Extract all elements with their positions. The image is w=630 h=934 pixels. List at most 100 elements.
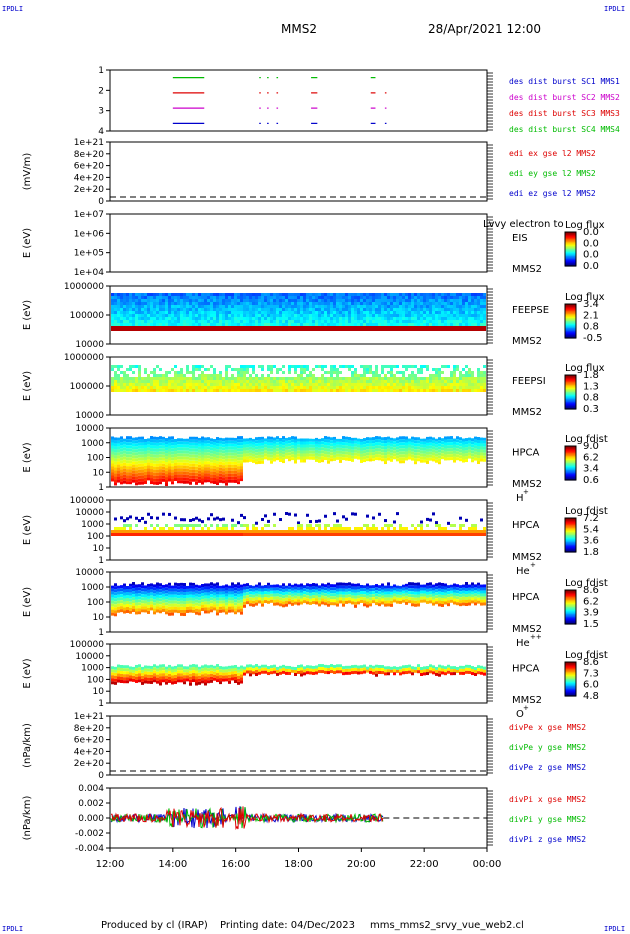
hpca-h-cell: [189, 442, 192, 446]
feepse-cell: [441, 305, 444, 308]
feepse-cell: [471, 320, 474, 323]
feepse-cell: [231, 311, 234, 314]
hpca-h-cell: [120, 436, 123, 440]
feepse-cell: [372, 305, 375, 308]
feepsi-cell: [450, 389, 453, 392]
feepsi-cell: [354, 377, 357, 380]
feepsi-cell: [483, 389, 486, 392]
feepse-cell: [207, 326, 210, 331]
feepse-cell: [411, 305, 414, 308]
feepse-cell: [117, 299, 120, 302]
hpca-h-cell: [372, 443, 375, 447]
feepsi-cell: [309, 374, 312, 377]
feepsi-cell: [153, 377, 156, 380]
feepse-cell: [141, 317, 144, 320]
hpca-he1-cell: [378, 512, 381, 516]
feepse-cell: [261, 317, 264, 320]
hpca-h-cell: [177, 468, 180, 472]
hpca-h-cell: [231, 476, 234, 480]
feepse-cell: [171, 317, 174, 320]
feepse-cell: [381, 326, 384, 331]
hpca-h-cell: [189, 436, 192, 440]
feepse-cell: [132, 302, 135, 305]
hpca-h-cell: [213, 474, 216, 478]
hpca-he1-cell: [249, 530, 252, 533]
hpca-he1-cell: [219, 533, 222, 536]
hpca-he1-cell: [237, 533, 240, 536]
feepse-cell: [117, 317, 120, 320]
feepsi-cell: [438, 368, 441, 371]
feepse-cell: [177, 326, 180, 331]
hpca-he2-cell: [180, 585, 183, 589]
hpca-h-cell: [237, 439, 240, 443]
hpca-he2-cell: [174, 603, 177, 607]
hpca-h-cell: [132, 458, 135, 462]
hpca-h-cell: [210, 438, 213, 442]
feepse-cell: [207, 323, 210, 326]
feepsi-cell: [270, 365, 273, 368]
hpca-h-cell: [330, 449, 333, 453]
feepse-cell: [411, 311, 414, 314]
hpca-h-cell: [438, 452, 441, 456]
hpca-h-cell: [204, 449, 207, 453]
feepsi-cell: [192, 371, 195, 374]
hpca-h-cell: [321, 441, 324, 445]
feepse-cell: [234, 320, 237, 323]
feepsi-cell: [258, 386, 261, 389]
hpca-h-cell: [135, 452, 138, 456]
hpca-h-cell: [114, 461, 117, 465]
feepse-cell: [318, 326, 321, 331]
feepse-cell: [324, 317, 327, 320]
hpca-he2-cell: [153, 599, 156, 603]
feepse-cell: [438, 305, 441, 308]
feepse-panel-colorbar-cell: [565, 316, 576, 319]
feepse-cell: [237, 317, 240, 320]
feepsi-cell: [156, 380, 159, 383]
feepsi-cell: [387, 389, 390, 392]
hpca-he2-cell: [174, 585, 177, 589]
hpca-he1-panel-colorbar-label: 7.2: [583, 513, 599, 524]
hpca-he1-cell: [207, 517, 210, 521]
hpca-h-cell: [402, 457, 405, 461]
divpe-panel-ylabel: (nPa/km): [22, 723, 33, 768]
feepsi-cell: [138, 377, 141, 380]
hpca-h-cell: [483, 458, 486, 462]
hpca-he2-cell: [183, 583, 186, 587]
feepse-cell: [273, 296, 276, 299]
feepse-cell: [450, 296, 453, 299]
feepsi-cell: [177, 371, 180, 374]
feepsi-cell: [429, 383, 432, 386]
feepse-cell: [402, 308, 405, 311]
hpca-he1-cell: [258, 533, 261, 536]
hpca-he2-cell: [129, 604, 132, 608]
hpca-h-cell: [315, 440, 318, 444]
hpca-he1-cell: [222, 527, 225, 530]
feepsi-cell: [114, 383, 117, 386]
hpca-he2-cell: [132, 585, 135, 589]
feepsi-cell: [315, 383, 318, 386]
hpca-h-cell: [222, 453, 225, 457]
hpca-h-cell: [183, 480, 186, 484]
hpca-he1-cell: [303, 530, 306, 533]
hpca-he2-cell: [189, 609, 192, 613]
hpca-h-cell: [483, 455, 486, 459]
feepsi-cell: [225, 365, 228, 368]
hpca-h-cell: [165, 450, 168, 454]
hpca-he2-cell: [156, 606, 159, 610]
hpca-h-cell: [240, 439, 243, 443]
feepse-cell: [468, 308, 471, 311]
hpca-he1-cell: [132, 533, 135, 536]
feepse-cell: [186, 314, 189, 317]
hpca-h-cell: [201, 457, 204, 461]
feepse-cell: [474, 305, 477, 308]
hpca-h-cell: [246, 459, 249, 463]
feepse-cell: [189, 317, 192, 320]
feepse-cell: [120, 320, 123, 323]
feepse-cell: [459, 299, 462, 302]
feepse-cell: [123, 317, 126, 320]
hpca-h-cell: [204, 467, 207, 471]
feepse-cell: [324, 311, 327, 314]
hpca-h-cell: [228, 464, 231, 468]
feepse-cell: [429, 308, 432, 311]
hpca-h-cell: [150, 478, 153, 482]
